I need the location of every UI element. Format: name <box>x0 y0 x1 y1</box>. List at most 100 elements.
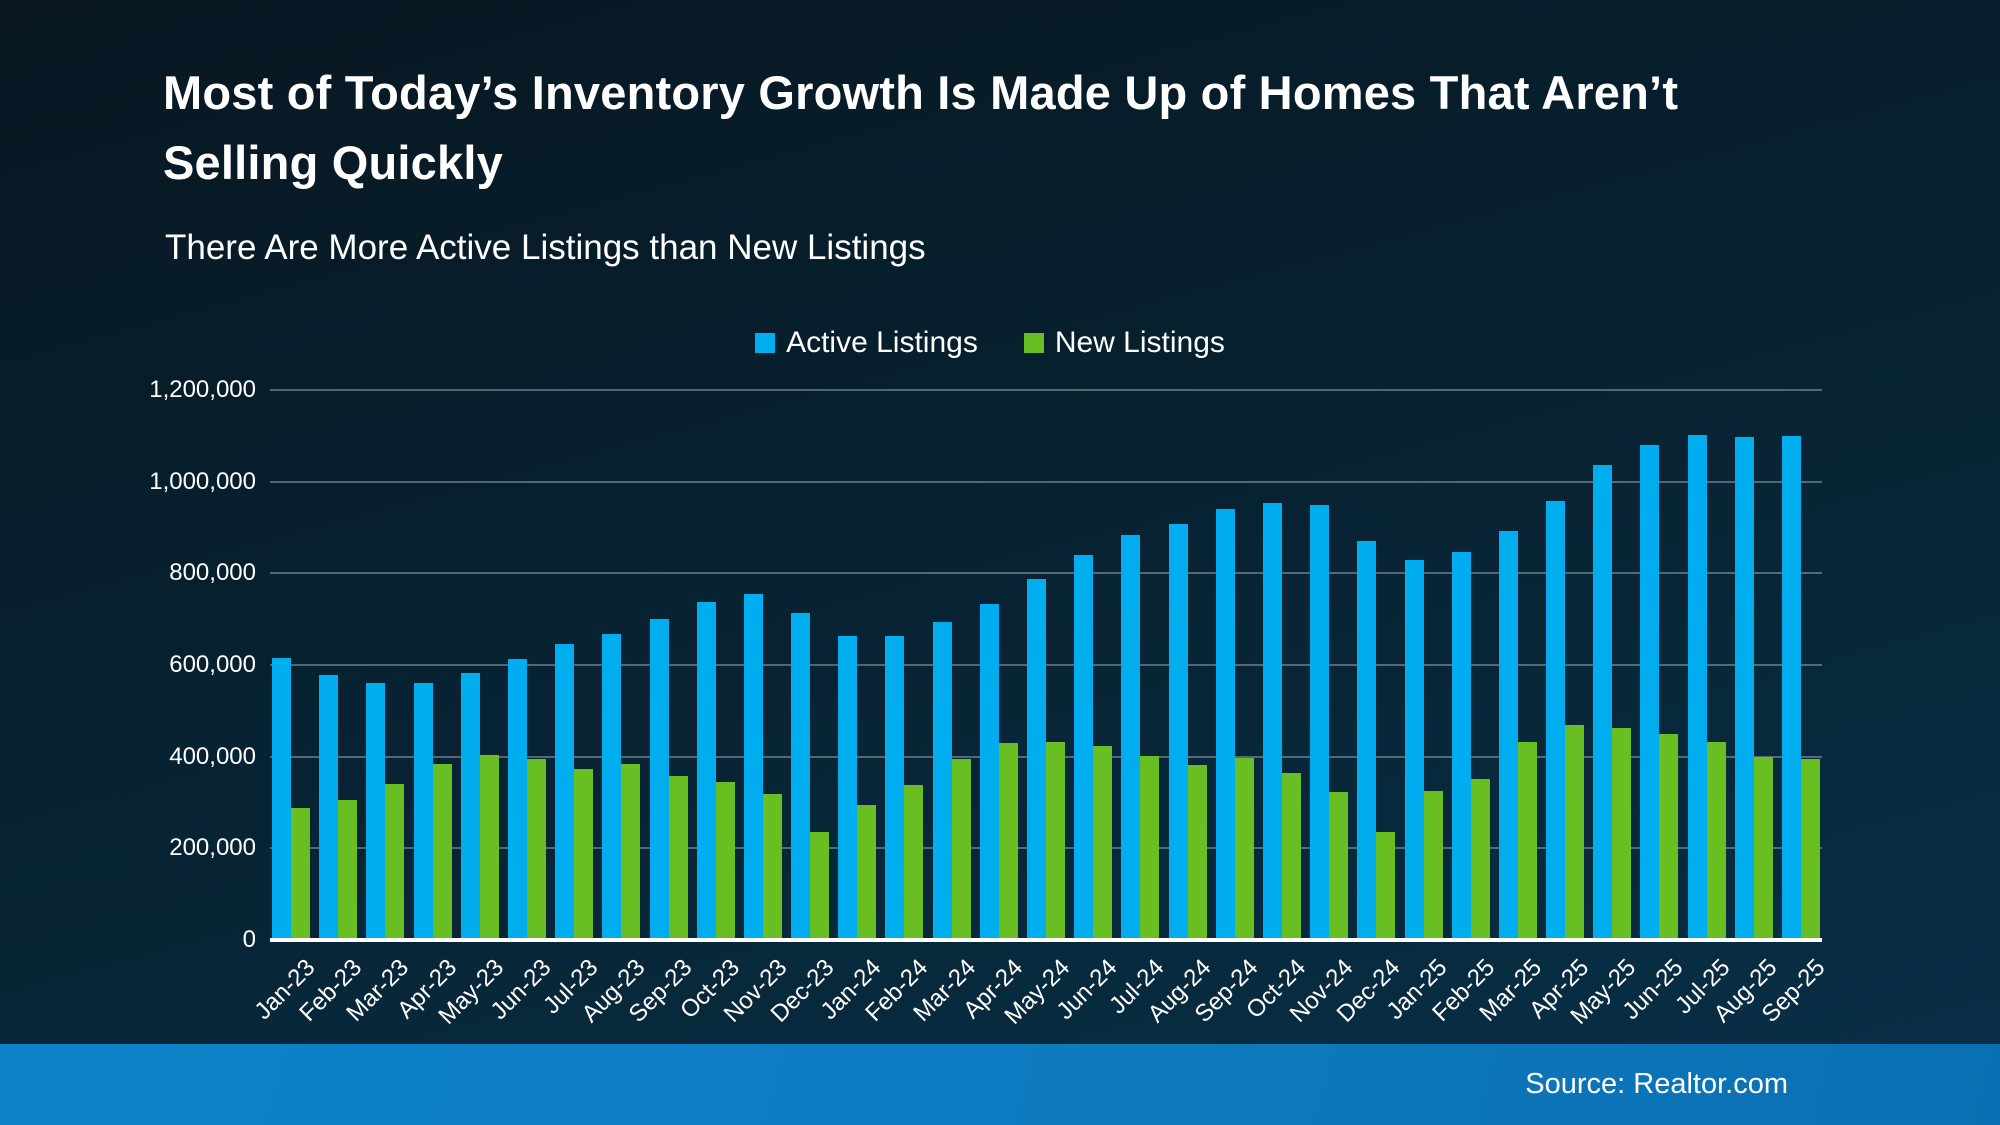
legend-item-active-listings: Active Listings <box>755 326 978 360</box>
new-listings-bar <box>715 781 735 940</box>
month-group-Jan-24: Jan-24 <box>815 390 886 1025</box>
active-listings-bar <box>507 658 527 940</box>
new-listings-bar <box>1376 831 1396 940</box>
active-listings-bar <box>1121 534 1141 940</box>
x-axis-line <box>270 938 1822 942</box>
active-listings-bar <box>555 644 575 940</box>
source-label: Source: Realtor.com <box>1525 1068 1788 1100</box>
gridline <box>270 664 1822 666</box>
new-listings-bar <box>1423 791 1443 940</box>
month-group-Mar-23: Mar-23 <box>342 390 414 1027</box>
new-listings-bar <box>291 807 310 940</box>
new-listings-bar <box>951 758 971 940</box>
new-listings-bar <box>857 805 877 940</box>
y-axis-tick-labels: 0 200,000 400,000 600,000 800,000 1,000,000 1,… <box>0 0 256 1125</box>
active-listings-bar <box>1451 551 1471 940</box>
y-axis-tick-label: 800,000 <box>169 559 256 587</box>
month-group-Dec-24: Dec-24 <box>1332 390 1405 1028</box>
y-axis-tick-label: 1,200,000 <box>149 376 256 403</box>
month-group-May-23: May-23 <box>433 390 509 1030</box>
month-group-Jul-24: Jul-24 <box>1104 390 1169 1019</box>
month-group-Aug-25: Aug-25 <box>1709 390 1783 1028</box>
month-group-Mar-25: Mar-25 <box>1474 390 1547 1027</box>
legend-item-new-listings: New Listings <box>1023 326 1225 360</box>
month-group-Mar-24: Mar-24 <box>908 390 981 1027</box>
month-group-Aug-23: Aug-23 <box>577 390 650 1028</box>
active-listings-bar <box>1546 500 1566 940</box>
active-listings-bar <box>1687 435 1707 940</box>
new-listings-bar <box>1234 757 1254 940</box>
new-listings-bar <box>998 743 1018 940</box>
new-listings-bar <box>1470 778 1490 940</box>
new-listings-bar <box>904 785 924 940</box>
active-listings-bar <box>1027 579 1046 940</box>
new-listings-bar <box>1140 756 1160 940</box>
month-group-Jan-25: Jan-25 <box>1382 390 1453 1025</box>
new-listings-bar <box>810 832 830 940</box>
chart-title: Most of Today’s Inventory Growth Is Made… <box>163 66 1679 189</box>
active-listings-bar <box>1074 555 1094 940</box>
month-group-Nov-24: Nov-24 <box>1284 390 1358 1028</box>
month-group-May-24: May-24 <box>999 390 1075 1030</box>
month-group-Jul-25: Jul-25 <box>1670 390 1736 1019</box>
active-listings-bar <box>413 683 433 940</box>
new-listings-bar <box>1187 764 1207 940</box>
active-listings-bar <box>602 633 622 940</box>
active-listings-bar <box>272 657 291 940</box>
footer-bar: Source: Realtor.com <box>0 1044 2000 1125</box>
month-group-Nov-23: Nov-23 <box>718 390 792 1028</box>
y-axis-tick-label: 0 <box>242 926 256 953</box>
legend-label: Active Listings <box>786 326 978 359</box>
new-listings-bar <box>1093 745 1113 940</box>
month-group-Aug-24: Aug-24 <box>1143 390 1217 1028</box>
new-listings-bar <box>432 763 452 940</box>
legend-marker-icon <box>1023 333 1044 353</box>
month-group-Jun-23: Jun-23 <box>485 390 556 1025</box>
new-listings-bar <box>385 784 405 940</box>
active-listings-bar <box>1498 531 1518 940</box>
legend-label: New Listings <box>1054 326 1225 359</box>
month-group-Oct-24: Oct-24 <box>1241 390 1311 1024</box>
month-group-Apr-23: Apr-23 <box>392 390 462 1024</box>
month-group-Apr-24: Apr-24 <box>958 390 1028 1024</box>
active-listings-bar <box>1404 560 1424 940</box>
active-listings-bar <box>743 594 763 940</box>
active-listings-bar <box>366 683 386 940</box>
new-listings-bar <box>1612 727 1632 940</box>
active-listings-bar <box>1357 540 1377 940</box>
gridline <box>270 480 1822 483</box>
y-axis-tick-label: 1,000,000 <box>149 467 256 495</box>
new-listings-bar <box>1046 742 1065 940</box>
gridline <box>270 572 1822 575</box>
month-group-Jun-25: Jun-25 <box>1618 390 1689 1025</box>
new-listings-bar <box>1329 792 1349 940</box>
month-group-Apr-25: Apr-25 <box>1524 390 1594 1024</box>
gridline <box>270 389 1822 391</box>
new-listings-bar <box>1517 741 1537 940</box>
new-listings-bar <box>668 776 688 940</box>
new-listings-bar <box>1753 757 1773 940</box>
new-listings-bar <box>338 800 358 940</box>
month-group-May-25: May-25 <box>1566 390 1641 1030</box>
month-group-Jul-23: Jul-23 <box>538 390 603 1019</box>
new-listings-bar <box>526 759 546 940</box>
new-listings-bar <box>1565 724 1585 940</box>
new-listings-bar <box>762 794 782 940</box>
active-listings-bar <box>932 621 952 940</box>
month-group-Feb-25: Feb-25 <box>1427 390 1500 1027</box>
month-group-Feb-24: Feb-24 <box>861 390 934 1027</box>
active-listings-bar <box>791 612 811 940</box>
active-listings-bar <box>1168 523 1188 940</box>
active-listings-bar <box>696 602 716 940</box>
active-listings-bar <box>1215 508 1235 940</box>
legend: Active Listings New Listings <box>150 326 1830 360</box>
y-axis-tick-label: 200,000 <box>169 834 256 862</box>
active-listings-bar <box>649 618 669 940</box>
new-listings-bar <box>1801 759 1820 940</box>
plot-area: Jan-23 Feb-23 Mar-23 Apr-23 May-23 Jun-23 Jul-… <box>249 390 1830 1030</box>
y-axis-tick-label: 400,000 <box>169 742 256 770</box>
active-listings-bar <box>1782 436 1801 940</box>
chart-subtitle: There Are More Active Listings than New … <box>165 228 926 267</box>
new-listings-bar <box>479 754 499 940</box>
